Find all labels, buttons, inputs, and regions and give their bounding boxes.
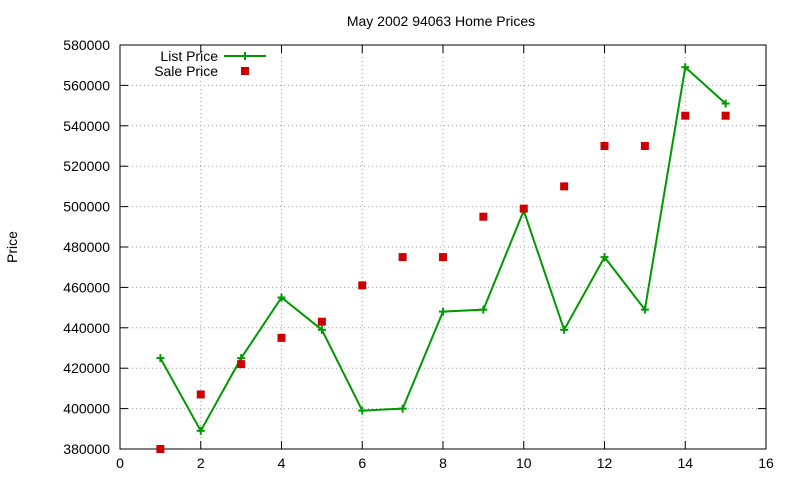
x-tick-label: 0 <box>116 455 124 471</box>
series-layer <box>156 63 730 453</box>
list-price-point <box>156 354 165 363</box>
list-price-point <box>358 406 367 415</box>
grid <box>120 45 766 449</box>
sale-price-point <box>156 445 165 453</box>
y-axis-tick-labels: 380000 400000 420000 440000 460000 480000 5000… <box>63 37 110 457</box>
x-tick-label: 4 <box>278 455 286 471</box>
y-tick-label: 520000 <box>63 158 110 174</box>
x-tick-label: 16 <box>758 455 774 471</box>
x-axis-tick-labels: 0 2 4 6 8 10 12 14 16 <box>116 455 774 471</box>
list-price-point <box>681 63 690 72</box>
y-tick-label: 500000 <box>63 199 110 215</box>
sale-price-point <box>479 212 488 221</box>
y-tick-label: 440000 <box>63 320 110 336</box>
list-price-point <box>317 325 326 334</box>
list-price-point <box>196 426 205 435</box>
y-axis-label: Price <box>4 231 20 263</box>
list-price-point <box>479 305 488 314</box>
chart-title: May 2002 94063 Home Prices <box>347 13 535 29</box>
sale-price-point <box>358 281 367 290</box>
legend-marker-list-price <box>241 52 249 60</box>
list-price-point <box>600 253 609 262</box>
sale-price-point <box>681 111 690 120</box>
y-tick-label: 480000 <box>63 239 110 255</box>
x-tick-label: 12 <box>597 455 613 471</box>
list-price-point <box>721 99 730 108</box>
sale-price-point <box>640 142 649 150</box>
sale-price-point <box>277 333 286 342</box>
sale-price-point <box>439 253 447 262</box>
x-tick-label: 6 <box>358 455 366 471</box>
legend: List Price Sale Price <box>154 48 266 79</box>
x-tick-label: 2 <box>197 455 205 471</box>
y-tick-label: 540000 <box>63 118 110 134</box>
sale-price-point <box>519 204 528 213</box>
sale-price-point <box>398 253 407 262</box>
axis-ticks <box>119 44 767 450</box>
legend-marker-sale-price <box>241 67 249 75</box>
y-tick-label: 460000 <box>63 279 110 295</box>
sale-price-point <box>600 142 609 150</box>
y-tick-label: 560000 <box>63 77 110 93</box>
legend-label-sale-price: Sale Price <box>154 63 218 79</box>
sale-price-point <box>196 390 205 399</box>
legend-label-list-price: List Price <box>160 48 218 64</box>
sale-price-point <box>560 182 569 191</box>
sale-price-point <box>721 111 730 120</box>
list-price-point <box>277 293 286 302</box>
y-tick-label: 580000 <box>63 37 110 53</box>
y-tick-label: 400000 <box>63 401 110 417</box>
list-price-point <box>398 404 407 413</box>
y-tick-label: 380000 <box>63 441 110 457</box>
y-tick-label: 420000 <box>63 360 110 376</box>
x-tick-label: 10 <box>516 455 532 471</box>
list-price-point <box>439 307 447 316</box>
list-price-point <box>640 305 649 314</box>
sale-price-point <box>237 360 246 369</box>
x-tick-label: 14 <box>677 455 693 471</box>
list-price-point <box>560 325 569 334</box>
sale-price-point <box>317 317 326 326</box>
x-tick-label: 8 <box>439 455 447 471</box>
